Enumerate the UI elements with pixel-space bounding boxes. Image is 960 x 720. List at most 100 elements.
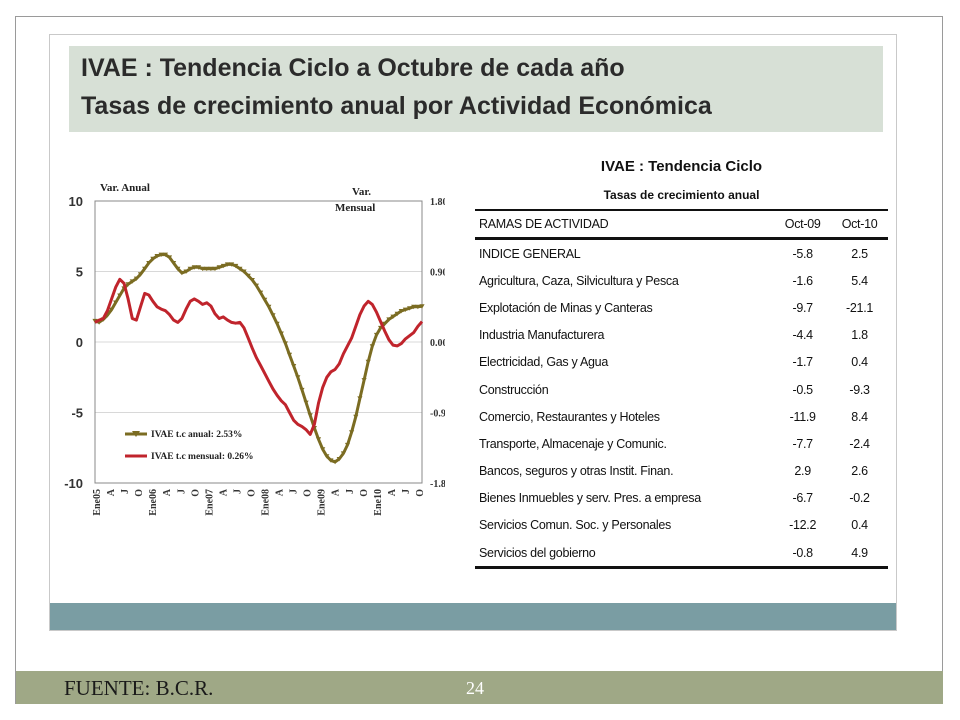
y-tick-right: 0.00 (430, 338, 445, 349)
data-point (332, 459, 338, 465)
data-point (315, 437, 322, 442)
cell-oct10: -9.3 (849, 382, 870, 397)
x-tick-label: Ene08 (261, 489, 272, 516)
table-row: Servicios del gobierno -0.8 4.9 (475, 539, 888, 570)
x-tick-label: O (303, 489, 314, 497)
data-point (237, 266, 243, 272)
table-title: IVAE : Tendencia Ciclo (600, 158, 763, 175)
y-tick-right: 1.80 (430, 197, 445, 208)
data-point (117, 293, 123, 298)
table-row: Transporte, Almacenaje y Comunic. -7.7 -2.… (475, 430, 888, 457)
x-tick-label: O (359, 489, 370, 497)
data-point (216, 265, 222, 270)
data-point (266, 304, 272, 310)
data-point (349, 430, 355, 435)
right-y-axis: 1.80 0.90 0.00 -0.90 -1.80 (430, 197, 445, 490)
data-point (340, 451, 346, 456)
x-tick-label: Ene05 (92, 489, 103, 516)
cell-oct10: 4.9 (831, 539, 888, 570)
cell-oct10: 2.6 (851, 464, 868, 479)
series-line-0 (94, 253, 423, 464)
x-tick-label: J (120, 489, 131, 494)
footer-band (16, 671, 943, 704)
x-tick-label: Ene06 (148, 489, 159, 516)
table-row: Construcción -0.5 -9.3 (475, 376, 888, 403)
data-point (258, 290, 264, 295)
data-point (344, 442, 351, 448)
table-subtitle: Tasas de crecimiento anual (603, 188, 760, 202)
data-point (113, 300, 119, 305)
data-point (187, 266, 193, 272)
col-header-oct09: Oct-09 (774, 209, 832, 240)
chart-gridlines (95, 271, 422, 413)
data-point (208, 266, 214, 272)
data-point (324, 454, 330, 459)
data-point (278, 331, 284, 336)
data-point (241, 269, 247, 274)
data-point (224, 262, 231, 267)
data-point (146, 261, 152, 266)
data-point (419, 304, 425, 309)
data-point (200, 266, 206, 272)
slide-title: IVAE : Tendencia Ciclo a Octubre de cada… (81, 54, 625, 82)
x-tick-label: Ene07 (204, 489, 215, 516)
data-point (365, 359, 371, 365)
cell-oct09: -6.7 (792, 491, 813, 506)
x-axis: Ene05 A J O Ene06 A J O Ene07 A J O Ene08 A J O Ene09 A J O… (92, 488, 426, 516)
left-y-axis: 10 5 0 -5 -10 (64, 194, 83, 491)
table-row: INDICE GENERAL -5.8 2.5 (475, 239, 888, 268)
y-tick-left: -10 (64, 476, 83, 491)
data-point (407, 306, 413, 311)
data-point (154, 254, 160, 259)
row-label: Servicios Comun. Soc. y Personales (479, 518, 671, 533)
data-point (262, 297, 268, 303)
legend-label-anual: IVAE t.c anual: 2.53% (151, 430, 242, 440)
cell-oct09: -5.8 (792, 246, 813, 261)
data-point (150, 256, 156, 262)
table-row: Industria Manufacturera -4.4 1.8 (475, 322, 888, 349)
data-point (328, 458, 334, 463)
cell-oct09: -1.6 (792, 273, 813, 288)
data-point (171, 261, 177, 266)
table-row: Servicios Comun. Soc. y Personales -12.2 0… (475, 512, 888, 539)
row-label: Transporte, Almacenaje y Comunic. (479, 436, 667, 451)
row-label: Comercio, Restaurantes y Hoteles (479, 409, 660, 424)
row-label: Servicios del gobierno (475, 539, 775, 570)
cell-oct09: -11.9 (789, 409, 816, 424)
plot-area (94, 200, 423, 484)
data-point (415, 304, 421, 310)
slide-title-box: IVAE : Tendencia Ciclo a Octubre de cada… (69, 46, 883, 132)
data-point (183, 269, 189, 274)
data-point (166, 255, 173, 260)
cell-oct10: 2.5 (851, 246, 868, 261)
row-label: Bancos, seguros y otras Instit. Finan. (479, 464, 674, 479)
x-tick-label: O (415, 489, 426, 497)
data-point (274, 321, 280, 327)
data-point (390, 314, 396, 319)
chart-series (92, 252, 425, 465)
x-tick-label: Ene10 (373, 489, 384, 516)
row-label: Electricidad, Gas y Agua (479, 355, 608, 370)
x-tick-label: J (289, 489, 300, 494)
x-tick-label: J (176, 489, 187, 494)
data-point (411, 304, 417, 310)
data-point (386, 317, 392, 322)
data-point (394, 311, 400, 317)
x-tick-label: A (387, 488, 398, 496)
data-point (369, 344, 375, 349)
cell-oct09: -7.7 (792, 436, 813, 451)
y-tick-right: -0.90 (430, 409, 445, 420)
table-row: Bancos, seguros y otras Instit. Finan. 2.… (475, 458, 888, 485)
cell-oct09: 2.9 (794, 464, 811, 479)
table-row: Comercio, Restaurantes y Hoteles -11.9 8.4 (475, 403, 888, 430)
left-axis-label: Var. Anual (100, 182, 150, 194)
x-tick-label: J (401, 489, 412, 494)
data-point (129, 279, 135, 284)
data-point (133, 276, 139, 281)
cell-oct10: 0.4 (851, 518, 868, 533)
right-axis-label-2: Mensual (335, 202, 375, 214)
y-tick-left: 0 (76, 335, 83, 350)
cell-oct10: 0.4 (851, 355, 868, 370)
data-point (142, 266, 148, 272)
y-tick-left: 10 (69, 194, 83, 209)
